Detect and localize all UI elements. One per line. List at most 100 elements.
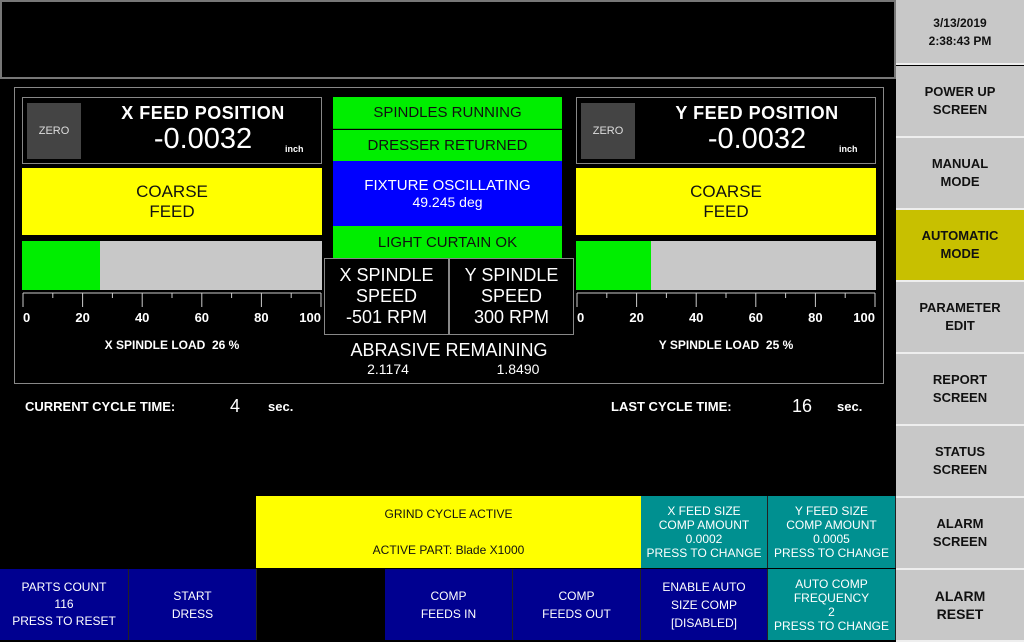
nav-button-report-screen[interactable]: REPORT SCREEN	[896, 354, 1024, 426]
grind-cycle-status: GRIND CYCLE ACTIVE	[384, 507, 513, 521]
nav-label: SCREEN	[932, 102, 988, 117]
nav-button-status-screen[interactable]: STATUS SCREEN	[896, 426, 1024, 498]
scale-tick-label: 20	[75, 310, 89, 325]
x-spindle-load-label: X SPINDLE LOAD 26 %	[22, 338, 322, 352]
scale-tick-label: 100	[299, 310, 321, 325]
y-feed-title: Y FEED POSITION	[675, 103, 839, 123]
x-comp-l4: PRESS TO CHANGE	[646, 546, 762, 560]
current-cycle-value: 4	[229, 396, 240, 416]
y-speed-value: 300 RPM	[473, 307, 550, 327]
y-feed-mode: COARSE FEED	[576, 168, 876, 235]
nav-label: RESET	[936, 606, 984, 622]
y-speed-l2: SPEED	[480, 286, 543, 306]
abrasive-remaining-label: ABRASIVE REMAINING	[350, 340, 548, 360]
y-spindle-load-label: Y SPINDLE LOAD 25 %	[576, 338, 876, 352]
date: 3/13/2019	[933, 15, 987, 30]
y-comp-l1: Y FEED SIZE	[794, 504, 869, 518]
y-comp-value: 0.0005	[813, 532, 850, 546]
nav-button-parameter-edit[interactable]: PARAMETER EDIT	[896, 282, 1024, 354]
y-spindle-load-bar	[576, 241, 876, 290]
parts-count-value: 116	[54, 597, 74, 611]
dress-l2: DRESS	[171, 606, 214, 621]
x-feed-unit: inch	[285, 144, 304, 154]
nav-button-manual-mode[interactable]: MANUAL MODE	[896, 138, 1024, 210]
x-speed-value: -501 RPM	[345, 307, 428, 327]
auto-size-l1: ENABLE AUTO	[662, 579, 746, 594]
nav-label: ALARM	[934, 588, 986, 604]
comp-feeds-in-button[interactable]: COMP FEEDS IN	[385, 569, 513, 640]
y-mode-line1: COARSE	[690, 181, 762, 201]
y-feed-size-comp-button[interactable]: Y FEED SIZE COMP AMOUNT 0.0005 PRESS TO CHA…	[768, 496, 896, 568]
start-dress-button[interactable]: START DRESS	[129, 569, 257, 640]
x-speed-l1: X SPINDLE	[339, 265, 434, 285]
enable-auto-size-comp-button[interactable]: ENABLE AUTO SIZE COMP [DISABLED]	[641, 569, 768, 640]
nav-label: POWER UP	[924, 84, 996, 99]
main-panel	[14, 87, 884, 384]
nav-button-automatic-mode[interactable]: AUTOMATIC MODE	[896, 210, 1024, 282]
x-comp-l2: COMP AMOUNT	[658, 518, 750, 532]
abrasive-y-value: 1.8490	[496, 361, 540, 377]
abrasive-x-value: 2.1174	[367, 361, 409, 377]
y-load-scale: 0 20 40 60 80 100	[576, 292, 876, 325]
scale-tick-label: 20	[629, 310, 643, 325]
x-feed-title: X FEED POSITION	[121, 103, 285, 123]
nav-label: SCREEN	[932, 462, 988, 477]
scale-tick-label: 100	[853, 310, 875, 325]
comp-feeds-out-button[interactable]: COMP FEEDS OUT	[513, 569, 641, 640]
x-comp-value: 0.0002	[685, 532, 723, 546]
x-load-value: 26 %	[212, 338, 240, 352]
y-speed-l1: Y SPINDLE	[464, 265, 559, 285]
status-dresser-returned: DRESSER RETURNED	[333, 130, 562, 161]
scale-tick-label: 60	[749, 310, 763, 325]
y-feed-unit: inch	[839, 144, 858, 154]
x-feed-size-comp-button[interactable]: X FEED SIZE COMP AMOUNT 0.0002 PRESS TO CHA…	[641, 496, 768, 568]
active-part: ACTIVE PART: Blade X1000	[372, 543, 525, 557]
x-load-scale: 0 20 40 60 80 100	[22, 292, 322, 325]
x-speed-l2: SPEED	[355, 286, 418, 306]
x-feed-mode: COARSE FEED	[22, 168, 322, 235]
dress-l1: START	[173, 588, 212, 603]
nav-label: REPORT	[932, 372, 988, 387]
x-mode-line2: FEED	[149, 201, 195, 221]
status-light-curtain: LIGHT CURTAIN OK	[333, 226, 562, 258]
last-cycle-value: 16	[791, 396, 813, 416]
nav-label: SCREEN	[932, 534, 988, 549]
nav-label: PARAMETER	[919, 300, 1001, 315]
auto-comp-frequency-button[interactable]: AUTO COMP FREQUENCY 2 PRESS TO CHANGE	[768, 569, 896, 640]
current-cycle-label: CURRENT CYCLE TIME:	[25, 399, 176, 414]
x-zero-button[interactable]: ZERO	[27, 103, 81, 159]
freq-l2: FREQUENCY	[793, 590, 870, 605]
x-mode-line1: COARSE	[136, 181, 208, 201]
scale-tick-label: 80	[808, 310, 822, 325]
x-feed-position-box: ZERO X FEED POSITION -0.0032 inch	[22, 97, 322, 164]
comp-in-l2: FEEDS IN	[420, 606, 477, 621]
y-load-text: Y SPINDLE LOAD	[658, 338, 760, 352]
nav-button-power-up-screen[interactable]: POWER UP SCREEN	[896, 66, 1024, 138]
nav-button-alarm-reset[interactable]: ALARM RESET	[896, 570, 1024, 642]
nav-label: ALARM	[936, 516, 984, 531]
nav-label: STATUS	[934, 444, 986, 459]
auto-size-state: [DISABLED]	[670, 615, 738, 630]
scale-tick-label: 60	[195, 310, 209, 325]
parts-l1: PARTS COUNT	[21, 580, 107, 594]
status-fixture-oscillating: FIXTURE OSCILLATING 49.245 deg	[333, 161, 562, 226]
y-zero-button[interactable]: ZERO	[581, 103, 635, 159]
clock: 3/13/2019 2:38:43 PM	[896, 0, 1024, 65]
nav-label: MODE	[940, 174, 980, 189]
x-load-text: X SPINDLE LOAD	[104, 338, 206, 352]
x-feed-value: -0.0032	[153, 123, 253, 155]
nav-label: SCREEN	[932, 390, 988, 405]
status-spindles-running: SPINDLES RUNNING	[333, 97, 562, 129]
parts-count-button[interactable]: PARTS COUNT 116 PRESS TO RESET	[0, 569, 129, 640]
nav-button-alarm-screen[interactable]: ALARM SCREEN	[896, 498, 1024, 570]
y-mode-line2: FEED	[703, 201, 749, 221]
comp-out-l2: FEEDS OUT	[542, 606, 611, 621]
grind-status-panel: GRIND CYCLE ACTIVE ACTIVE PART: Blade X1…	[256, 496, 641, 568]
last-cycle-unit: sec.	[837, 399, 863, 414]
y-feed-position-box: ZERO Y FEED POSITION -0.0032 inch	[576, 97, 876, 164]
scale-tick-label: 0	[23, 310, 30, 325]
y-feed-value: -0.0032	[707, 123, 807, 155]
y-load-fill	[576, 241, 651, 290]
comp-in-l1: COMP	[430, 588, 467, 603]
last-cycle-label: LAST CYCLE TIME:	[611, 399, 732, 414]
